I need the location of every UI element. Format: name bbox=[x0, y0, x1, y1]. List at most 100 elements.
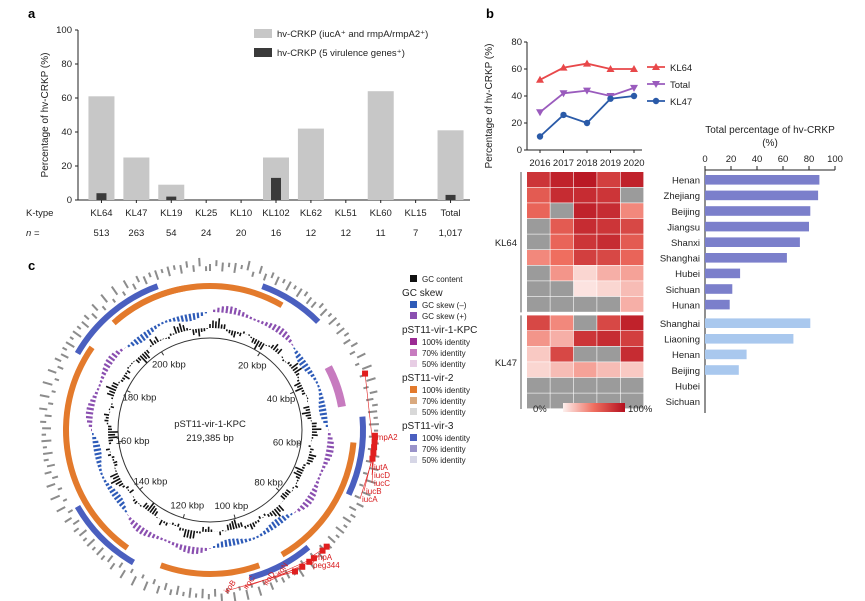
legend-p1-100-label: 100% identity bbox=[422, 338, 470, 347]
gc-skew-bar bbox=[302, 501, 309, 508]
point-KL64 bbox=[559, 63, 568, 71]
gene-tick bbox=[262, 273, 268, 281]
gene-tick bbox=[274, 276, 280, 286]
point-Total bbox=[536, 109, 544, 117]
ktype-label-KL60: KL60 bbox=[370, 208, 392, 219]
gc-content-bar bbox=[153, 340, 157, 344]
gc-content-bar bbox=[301, 389, 305, 393]
gene-tick bbox=[50, 494, 61, 501]
year-label-2016: 2016 bbox=[529, 158, 550, 169]
n-label-KL19: 54 bbox=[166, 228, 177, 239]
gc-content-bar bbox=[287, 361, 291, 365]
gc-skew-bar bbox=[277, 516, 284, 524]
gene-mark-rmpA bbox=[323, 543, 330, 550]
gene-tick bbox=[257, 586, 263, 596]
gene-tick bbox=[356, 502, 364, 508]
gc-skew-bar bbox=[180, 315, 185, 322]
heat-cell-KL64-Hunan-2018 bbox=[573, 296, 597, 312]
gc-content-bar bbox=[297, 376, 300, 379]
gc-content-bar bbox=[181, 528, 185, 531]
gc-content-bar bbox=[290, 362, 299, 369]
gc-content-bar bbox=[154, 510, 159, 517]
gene-tick bbox=[172, 265, 176, 271]
heat-cell-KL64-Sichuan-2016 bbox=[527, 281, 550, 297]
gc-content-bar bbox=[195, 328, 198, 333]
gc-skew-bar bbox=[321, 416, 328, 420]
gc-content-bar bbox=[125, 485, 130, 489]
gene-tick bbox=[46, 463, 56, 468]
legend-p2-50-label: 50% identity bbox=[422, 408, 466, 417]
gc-content-bar bbox=[141, 353, 148, 360]
heat-cell-KL47-Beijing-2017 bbox=[550, 362, 574, 378]
bar-hvcrkp-KL62 bbox=[297, 128, 324, 200]
gc-content-bar bbox=[111, 455, 115, 459]
gene-tick bbox=[72, 519, 80, 526]
gene-mark-peg344 bbox=[319, 547, 326, 554]
gene-tick bbox=[269, 582, 275, 590]
heat-cell-KL64-Shanghai-2020 bbox=[620, 250, 644, 265]
heat-cell-KL47-Shanghai-2018 bbox=[573, 315, 597, 331]
gc-skew-bar bbox=[99, 380, 103, 384]
gc-skew-bar bbox=[278, 327, 285, 336]
province-bar-xtick-label: 60 bbox=[778, 154, 789, 165]
gc-content-bar bbox=[110, 405, 115, 409]
gene-tick bbox=[182, 591, 185, 597]
gc-content-bar bbox=[120, 379, 124, 383]
gc-content-bar bbox=[133, 360, 135, 363]
gc-skew-bar bbox=[96, 460, 102, 464]
province-bar-KL64-Jiangsu bbox=[705, 221, 809, 232]
gene-tick bbox=[327, 312, 333, 318]
legend-p1-title: pST11-vir-1-KPC bbox=[402, 325, 477, 336]
gene-mark-iucD bbox=[371, 438, 378, 445]
heat-cell-KL64-Hunan-2016 bbox=[527, 296, 550, 312]
ring-vir3-segment bbox=[261, 283, 321, 324]
legend-gc-content-swatch bbox=[410, 275, 417, 282]
gc-skew-bar bbox=[309, 491, 317, 497]
bar-5genes-KL102 bbox=[271, 177, 281, 200]
n-label-KL15: 7 bbox=[413, 228, 418, 239]
gc-content-bar bbox=[231, 520, 235, 530]
gc-content-bar bbox=[169, 333, 172, 337]
heat-cell-KL64-Jiangsu-2018 bbox=[573, 218, 597, 234]
gc-content-bar bbox=[165, 522, 168, 526]
gene-label-iucC: iucC bbox=[374, 479, 390, 488]
gene-tick bbox=[44, 470, 52, 475]
province-bar-KL64-Hunan bbox=[705, 299, 730, 310]
gc-skew-bar bbox=[281, 331, 288, 338]
panel-a-ytick-label: 40 bbox=[61, 127, 72, 138]
point-KL47 bbox=[607, 95, 614, 102]
gene-mark-iutA bbox=[371, 432, 378, 439]
gene-tick bbox=[122, 279, 129, 289]
legend-p1-100-swatch bbox=[410, 338, 417, 345]
ring-vir2-segment bbox=[210, 283, 284, 308]
kbp-tick bbox=[118, 440, 123, 443]
gc-skew-bar bbox=[318, 392, 323, 396]
gc-skew-bar bbox=[172, 317, 176, 322]
heat-cell-KL64-Henan-2016 bbox=[527, 172, 550, 187]
gc-skew-bar bbox=[241, 311, 245, 317]
gene-tick bbox=[361, 491, 371, 497]
heat-cell-KL64-Zhejiang-2019 bbox=[597, 187, 620, 203]
gc-skew-bar bbox=[97, 464, 102, 468]
gene-tick bbox=[44, 414, 52, 418]
kbp-label: 20 kbp bbox=[238, 360, 267, 371]
heat-cell-KL64-Sichuan-2017 bbox=[550, 281, 574, 297]
gene-tick bbox=[198, 257, 201, 267]
bar-5genes-Total bbox=[445, 194, 456, 200]
gc-content-bar bbox=[294, 466, 304, 472]
gc-skew-bar bbox=[321, 465, 326, 469]
bar-hvcrkp-KL64 bbox=[88, 96, 115, 200]
gene-tick bbox=[78, 529, 88, 537]
heat-cell-KL47-Hubei-2016 bbox=[527, 377, 550, 393]
gene-tick bbox=[69, 336, 74, 341]
gc-content-bar bbox=[301, 466, 305, 469]
gc-skew-bar bbox=[323, 461, 328, 465]
gc-skew-bar bbox=[221, 306, 225, 313]
gene-tick bbox=[54, 357, 62, 363]
gene-tick bbox=[365, 397, 374, 402]
panel-b-ytick-label: 80 bbox=[511, 37, 522, 48]
gene-tick bbox=[297, 567, 305, 578]
heat-cell-KL47-Liaoning-2019 bbox=[597, 331, 620, 346]
gc-skew-bar bbox=[103, 479, 107, 483]
gc-content-bar bbox=[139, 504, 142, 507]
